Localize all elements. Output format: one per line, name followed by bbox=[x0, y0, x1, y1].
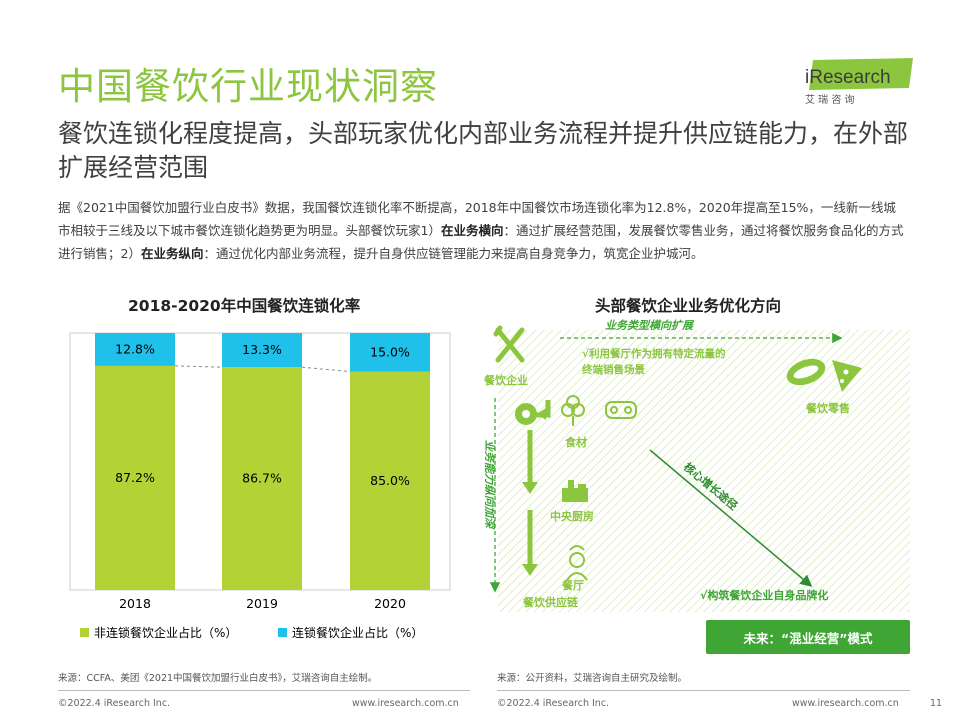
future-mode-box: 未来：“混业经营”模式 bbox=[706, 620, 910, 654]
bar-chain-2018 bbox=[95, 333, 175, 366]
bar-non-chain-2020 bbox=[350, 371, 430, 590]
page-title: 中国餐饮行业现状洞察 bbox=[58, 65, 438, 108]
footer-url-left: www.iresearch.com.cn bbox=[352, 698, 459, 709]
chart-title: 2018-2020年中国餐饮连锁化率 bbox=[128, 297, 361, 315]
intro-bold-1: 在业务横向 bbox=[440, 223, 504, 238]
intro-text-2: ：通过扩展经营范围，发展餐饮零售业务，通过将餐饮服务食品化的方式进行销售；2） bbox=[58, 223, 904, 261]
footer-divider-right bbox=[497, 690, 910, 691]
vertical-label: 业务能力纵向加深 bbox=[483, 440, 496, 530]
source-right: 来源：公开资料，艾瑞咨询自主研究及绘制。 bbox=[497, 673, 688, 684]
page-number: 11 bbox=[930, 698, 943, 709]
bar-chain-2020 bbox=[350, 333, 430, 372]
note1-line2: 终端销售场景 bbox=[582, 363, 645, 376]
data-label-chain-2020: 15.0% bbox=[370, 344, 410, 359]
chef-icon bbox=[566, 545, 588, 581]
x-tick-2020: 2020 bbox=[374, 596, 406, 611]
legend-label-non-chain: 非连锁餐饮企业占比（%） bbox=[94, 625, 237, 640]
intro-bold-2: 在业务纵向 bbox=[140, 246, 204, 261]
data-label-non-chain-2019: 86.7% bbox=[242, 471, 282, 486]
logo-text: iResearch bbox=[805, 67, 891, 88]
note2: √构筑餐饮企业自身品牌化 bbox=[700, 588, 828, 602]
node-enterprise: 餐饮企业 bbox=[483, 373, 528, 387]
note1-line1: √利用餐厅作为拥有特定流量的 bbox=[582, 347, 726, 360]
intro-paragraph: 据《2021中国餐饮加盟行业白皮书》数据，我国餐饮连锁化率不断提高，2018年中… bbox=[58, 196, 906, 265]
x-tick-2018: 2018 bbox=[119, 596, 151, 611]
legend-label-chain: 连锁餐饮企业占比（%） bbox=[292, 625, 423, 640]
iresearch-logo: iResearch 艾 瑞 咨 询 bbox=[805, 58, 913, 106]
data-label-non-chain-2020: 85.0% bbox=[370, 473, 410, 488]
logo-banner bbox=[809, 58, 913, 90]
data-label-non-chain-2018: 87.2% bbox=[115, 470, 155, 485]
node-ingredients: 食材 bbox=[565, 435, 587, 449]
bar-non-chain-2018 bbox=[95, 365, 175, 590]
legend-swatch-non-chain bbox=[80, 628, 89, 637]
factory-icon bbox=[562, 480, 588, 502]
meat-icon bbox=[605, 401, 637, 419]
process-arrow-3-head bbox=[522, 564, 538, 576]
logo-sub: 艾 瑞 咨 询 bbox=[805, 93, 855, 106]
intro-text-3: ：通过优化内部业务流程，提升自身供应链管理能力来提高自身竞争力，筑宽企业护城河。 bbox=[203, 246, 704, 261]
fish-icon bbox=[515, 403, 546, 425]
diagram-title: 头部餐饮企业业务优化方向 bbox=[595, 297, 782, 315]
connector-line-0 bbox=[174, 365, 223, 368]
pizza-slice-icon bbox=[832, 360, 862, 392]
source-left: 来源：CCFA、美团《2021中国餐饮加盟行业白皮书》，艾瑞咨询自主绘制。 bbox=[58, 673, 378, 684]
node-supply-chain: 餐饮供应链 bbox=[522, 595, 579, 609]
footer-divider-left bbox=[58, 690, 470, 691]
page-subtitle: 餐饮连锁化程度提高，头部玩家优化内部业务流程并提升供应链能力，在外部扩展经营范围 bbox=[58, 119, 909, 182]
bar-chain-2019 bbox=[222, 333, 302, 368]
horizontal-label: 业务类型横向扩展 bbox=[605, 319, 695, 332]
node-restaurant: 餐厅 bbox=[561, 578, 584, 592]
legend-swatch-chain bbox=[278, 628, 287, 637]
utensils-icon bbox=[493, 325, 525, 363]
footer-url-right: www.iresearch.com.cn bbox=[792, 698, 899, 709]
node-kitchen: 中央厨房 bbox=[550, 509, 594, 523]
sausage-icon bbox=[786, 358, 826, 386]
data-label-chain-2018: 12.8% bbox=[115, 341, 155, 356]
data-label-chain-2019: 13.3% bbox=[242, 342, 282, 357]
footer-copyright-right: ©2022.4 iResearch Inc. bbox=[497, 698, 610, 709]
intro-text-1: 据《2021中国餐饮加盟行业白皮书》数据，我国餐饮连锁化率不断提高，2018年中… bbox=[58, 200, 896, 238]
growth-arrow bbox=[649, 449, 813, 587]
bar-non-chain-2019 bbox=[222, 367, 302, 590]
vegetable-icon bbox=[561, 395, 585, 426]
node-retail: 餐饮零售 bbox=[805, 401, 850, 415]
footer-copyright-left: ©2022.4 iResearch Inc. bbox=[58, 698, 171, 709]
process-arrow-2-head bbox=[522, 482, 538, 494]
x-tick-2019: 2019 bbox=[246, 596, 278, 611]
connector-line-1 bbox=[301, 366, 351, 373]
